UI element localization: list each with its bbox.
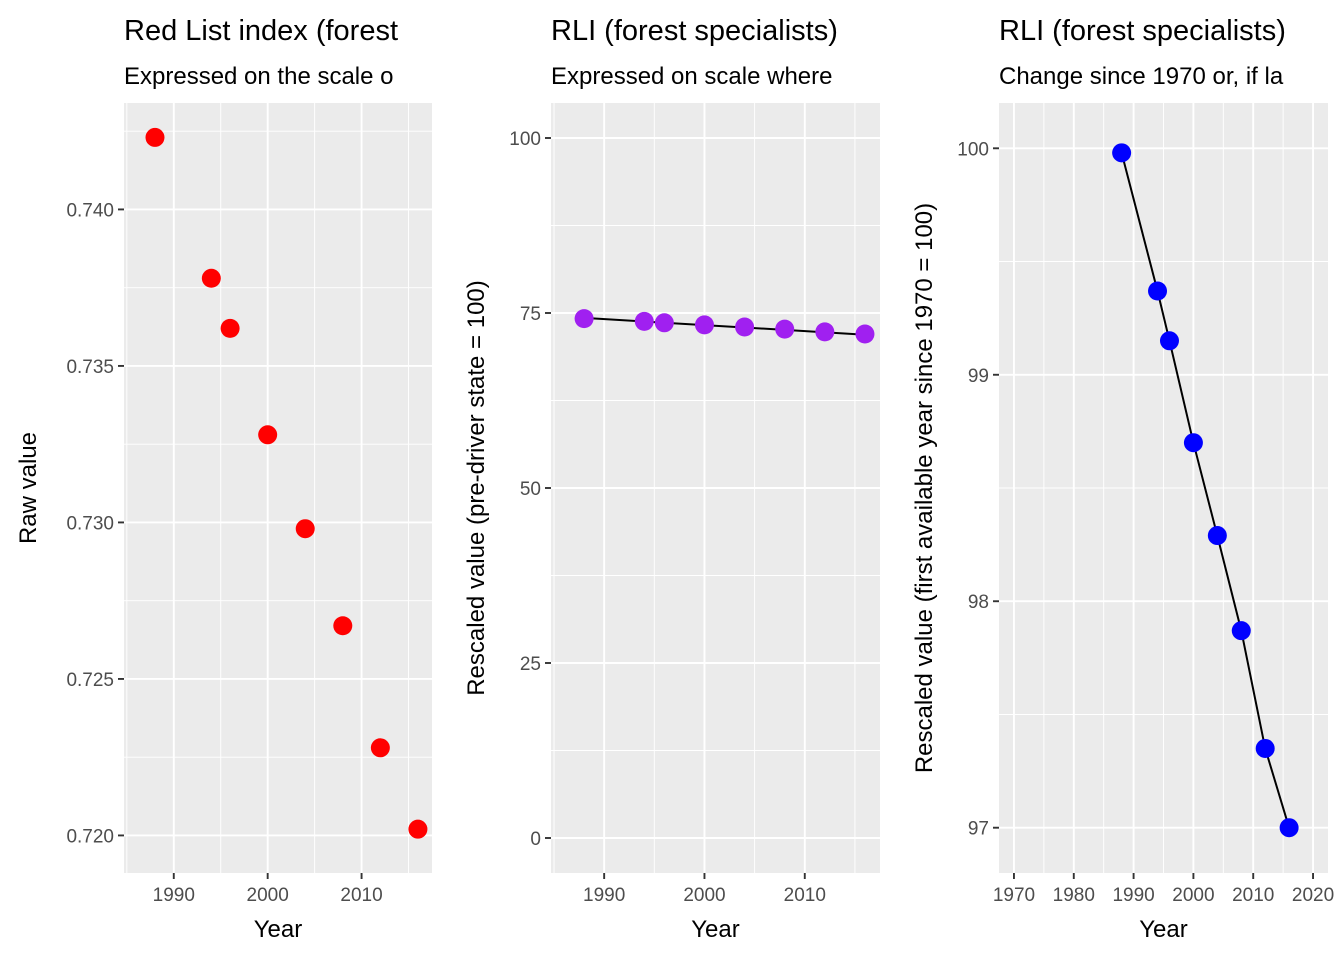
x-tick-label: 2000 [683,885,725,906]
data-point [1231,621,1251,641]
chart-title: RLI (forest specialists) [999,15,1286,47]
y-tick-label: 0.735 [66,357,114,378]
data-point [258,425,278,445]
data-point [735,317,755,337]
x-tick-label: 2000 [247,885,289,906]
x-axis-title: Year [691,916,740,943]
x-tick-label: 2010 [1232,885,1274,906]
x-tick-label: 2020 [1292,885,1334,906]
y-tick-label: 97 [968,819,989,840]
data-point [1112,143,1132,163]
x-axis-title: Year [1139,916,1188,943]
x-tick-label: 1980 [1053,885,1095,906]
data-point [574,309,594,329]
y-axis-title: Rescaled value (pre-driver state = 100) [463,280,490,696]
data-point [1255,738,1275,758]
chart-subtitle: Expressed on the scale o [124,63,394,90]
chart-title: RLI (forest specialists) [551,15,838,47]
data-point [654,313,674,333]
x-tick-label: 1990 [1112,885,1154,906]
data-point [1148,281,1168,301]
data-point [1183,433,1203,453]
x-tick-label: 2010 [340,885,382,906]
y-tick-label: 0.730 [66,513,114,534]
y-tick-label: 75 [520,304,541,325]
data-point [295,519,315,539]
y-axis-title: Raw value [15,432,42,544]
data-point [370,738,390,758]
data-point [201,268,221,288]
data-point [855,324,875,344]
y-tick-label: 0 [530,829,541,850]
x-tick-label: 1970 [993,885,1035,906]
y-tick-label: 0.720 [66,826,114,847]
chart-subtitle: Expressed on scale where [551,63,832,90]
panel-1: 1990 2000 2010 0.720 0.725 0.730 0.735 0.740 Yea… [15,15,432,943]
data-point [1279,818,1299,838]
data-point [1207,526,1227,546]
data-point [1159,331,1179,351]
x-tick-label: 2000 [1172,885,1214,906]
y-tick-label: 99 [968,366,989,387]
y-tick-label: 0.740 [66,200,114,221]
y-tick-label: 25 [520,654,541,675]
y-tick-label: 100 [509,129,541,150]
data-point [145,127,165,147]
x-tick-label: 1990 [583,885,625,906]
data-point [220,318,240,338]
y-tick-label: 50 [520,479,541,500]
panel-2: 1990 2000 2010 0 25 50 75 100 Year Rescaled value… [463,15,880,943]
data-point [634,311,654,331]
data-point [815,322,835,342]
data-point [775,319,795,339]
data-point [408,819,428,839]
y-tick-label: 0.725 [66,670,114,691]
y-tick-label: 98 [968,592,989,613]
title-group: RLI (forest specialists) Change since 197… [999,15,1286,90]
chart-title: Red List index (forest [124,15,398,47]
x-tick-label: 1990 [153,885,195,906]
y-axis-title: Rescaled value (first available year sin… [911,203,938,773]
chart-subtitle: Change since 1970 or, if la [999,63,1284,90]
y-tick-label: 100 [957,139,989,160]
x-axis-title: Year [254,916,303,943]
title-group: Red List index (forest Expressed on the s… [124,15,398,90]
data-point [333,616,353,636]
title-group: RLI (forest specialists) Expressed on sca… [551,15,838,90]
data-point [694,315,714,335]
panel-3: 1970 1980 1990 2000 2010 2020 97 98 99 100 Year Res… [911,15,1334,943]
x-tick-label: 2010 [784,885,826,906]
